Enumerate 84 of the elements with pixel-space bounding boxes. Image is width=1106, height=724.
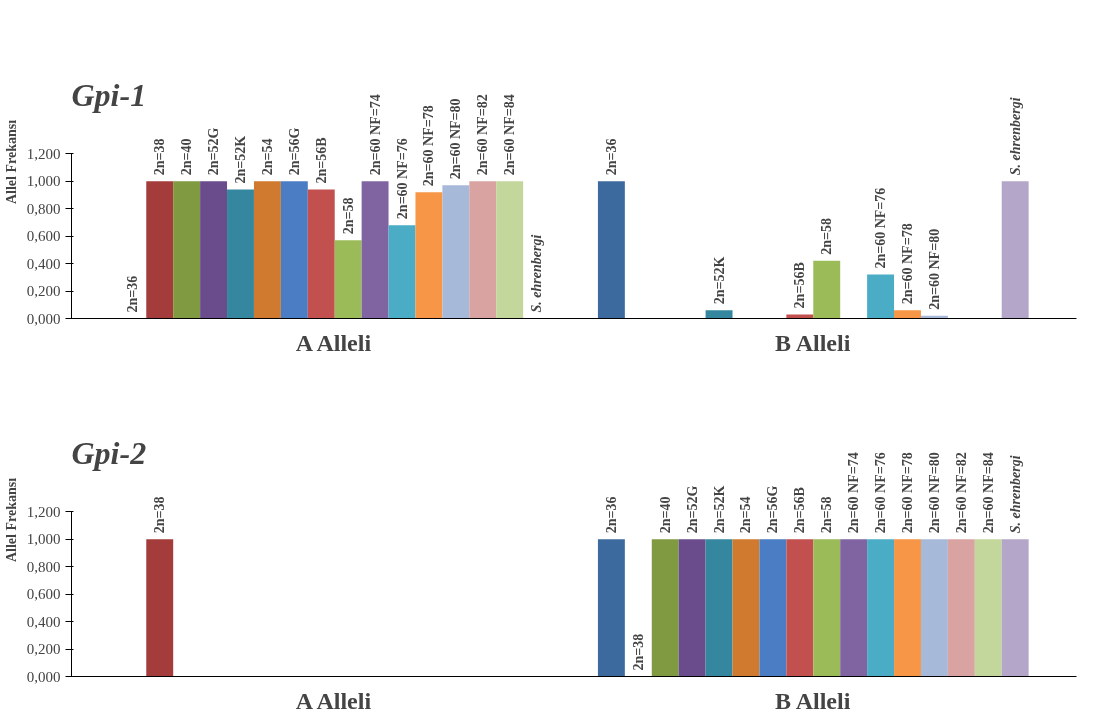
x-tick-label: B Alleli: [774, 329, 851, 356]
bar: [146, 181, 174, 319]
text: 2n=56G: [765, 485, 781, 534]
text: 2n=60 NF=82: [953, 452, 969, 534]
text: 2n=40: [179, 138, 195, 176]
text: 2n=60 NF=84: [502, 94, 518, 176]
text: 2n=60 NF=84: [980, 452, 996, 534]
bar: [200, 181, 228, 319]
text: 2n=60 NF=76: [873, 187, 889, 269]
text: 2n=60 NF=78: [900, 452, 915, 534]
x-tick-label: B Alleli: [774, 687, 851, 714]
bar: [307, 189, 335, 319]
text: 2n=52K: [711, 485, 727, 534]
text: 2n=56B: [792, 487, 808, 534]
text: 2n=36: [603, 496, 619, 534]
text: 2n=60 NF=74: [846, 452, 862, 534]
y-tick-label: 0,400: [26, 255, 61, 272]
bar: [597, 181, 625, 319]
y-tick-label: 0,200: [26, 641, 61, 658]
bar: [1001, 181, 1029, 319]
y-tick-label: 1,000: [26, 173, 61, 190]
bar: [415, 192, 443, 319]
chart-title: Gpi-1: [71, 76, 147, 113]
text: 2n=58: [340, 197, 356, 235]
chart-title: Gpi-2: [71, 434, 147, 471]
y-tick-label: 0,600: [26, 228, 61, 245]
y-tick-label: 0,200: [26, 283, 61, 300]
y-tick-label: 0,600: [26, 586, 61, 603]
text: 2n=58: [819, 496, 835, 534]
y-tick-label: 0,400: [26, 613, 61, 630]
text: 2n=56B: [792, 262, 808, 309]
x-tick-label: A Alleli: [295, 687, 372, 714]
text: 2n=36: [125, 275, 141, 313]
bar: [867, 274, 895, 319]
bar: [813, 260, 841, 319]
text: 2n=52G: [684, 485, 700, 534]
bar: [442, 185, 470, 319]
text: S. ehrenbergi: [529, 234, 545, 313]
bar: [388, 225, 416, 319]
y-axis-title: Allel Frekansı: [3, 477, 19, 563]
text: 2n=40: [657, 496, 673, 534]
text: 2n=58: [819, 218, 835, 255]
text: 2n=60 NF=76: [873, 452, 889, 534]
text: 2n=60 NF=76: [394, 138, 410, 220]
text: 2n=56G: [286, 127, 302, 176]
text: 2n=38: [152, 138, 168, 176]
bar: [786, 314, 814, 319]
text: 2n=60 NF=78: [900, 223, 915, 305]
text: S. ehrenbergi: [1007, 455, 1023, 534]
bar: [253, 181, 281, 319]
text: 2n=60 NF=80: [926, 228, 942, 310]
text: 2n=60 NF=80: [448, 98, 464, 180]
text: 2n=60 NF=78: [421, 105, 437, 187]
y-tick-label: 0,800: [26, 558, 61, 575]
text: 2n=38: [630, 633, 646, 671]
text: 2n=36: [603, 138, 619, 176]
x-tick-label: A Alleli: [295, 329, 372, 356]
y-tick-label: 0,800: [26, 200, 61, 217]
bar: [496, 181, 524, 319]
bar: [173, 181, 201, 319]
y-tick-label: 0,000: [26, 310, 61, 327]
text: 2n=38: [152, 496, 168, 534]
text: 2n=52K: [711, 256, 727, 305]
text: 2n=52G: [206, 127, 222, 176]
text: 2n=56B: [313, 137, 329, 184]
text: 2n=60 NF=80: [926, 452, 942, 534]
bar: [227, 189, 254, 319]
bar: [894, 310, 921, 319]
bar: [334, 240, 362, 319]
text: S. ehrenbergi: [1007, 97, 1023, 176]
text: 2n=60 NF=82: [475, 94, 491, 176]
bar: [280, 181, 308, 319]
text: 2n=54: [738, 496, 754, 534]
y-axis-title: Allel Frekansı: [3, 119, 19, 205]
text: 2n=54: [259, 138, 275, 176]
bar: [469, 181, 497, 319]
y-tick-label: 0,000: [26, 668, 61, 685]
text: 2n=52K: [233, 135, 248, 184]
y-tick-label: 1,000: [26, 531, 61, 548]
y-tick-label: 1,200: [26, 145, 61, 162]
y-tick-label: 1,200: [26, 503, 61, 520]
bar: [705, 310, 733, 319]
text: 2n=60 NF=74: [367, 94, 383, 176]
bar: [361, 181, 389, 319]
